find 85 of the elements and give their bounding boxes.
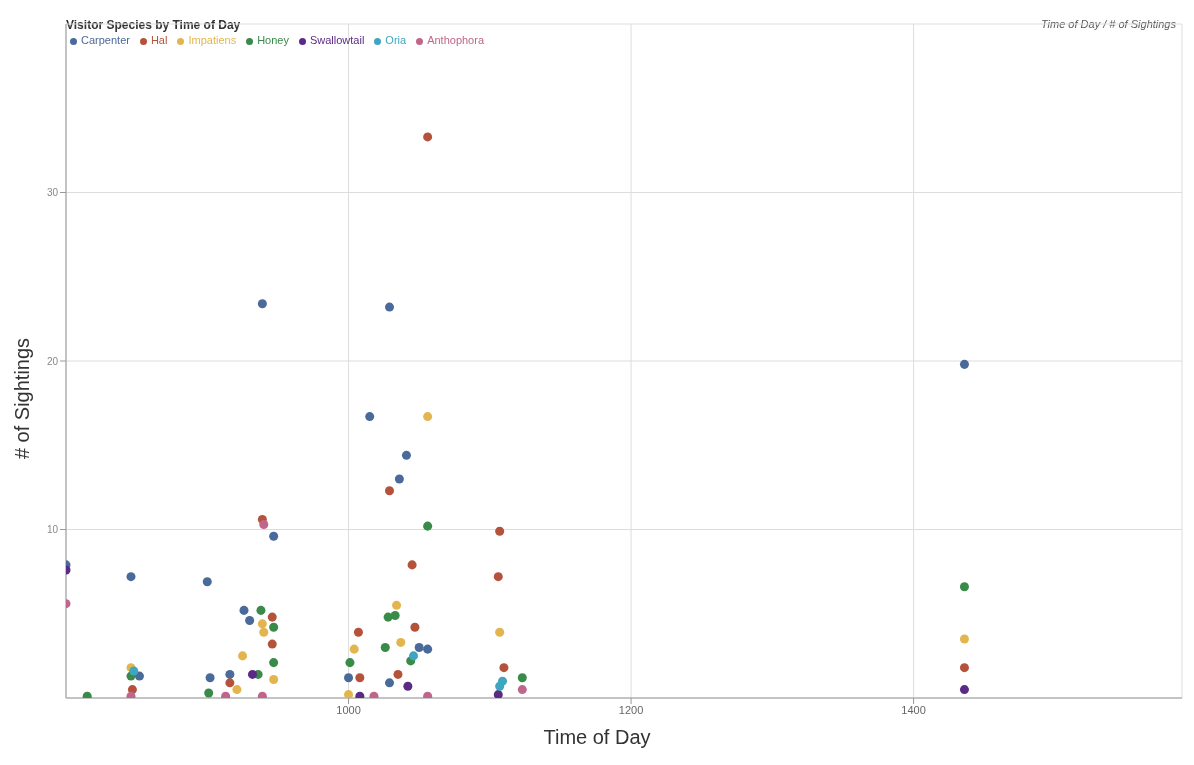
legend-label: Impatiens	[188, 34, 237, 46]
point	[126, 691, 136, 698]
point	[225, 678, 235, 688]
point	[423, 691, 433, 698]
point	[410, 622, 420, 632]
point	[423, 644, 433, 654]
x-axis-title: Time of Day	[542, 726, 652, 749]
point	[423, 521, 433, 531]
point	[384, 302, 395, 312]
chart-title: Visitor Species by Time of Day	[66, 18, 241, 32]
point	[498, 676, 508, 686]
point	[353, 627, 363, 637]
point	[345, 658, 355, 668]
point	[355, 673, 365, 683]
point	[269, 674, 279, 684]
point	[204, 688, 214, 698]
chart-subtitle: Time of Day / # of Sightings	[1040, 18, 1176, 30]
point	[202, 577, 212, 587]
point	[414, 642, 424, 652]
x-tick-label: 1000	[336, 703, 361, 716]
point	[384, 486, 395, 496]
legend-label: Swallowtail	[309, 34, 365, 46]
point	[499, 663, 509, 673]
point	[401, 450, 411, 460]
point	[344, 690, 354, 698]
y-tick-label: 30	[46, 187, 59, 199]
y-tick-label: 10	[46, 524, 59, 536]
point	[225, 669, 235, 679]
point	[259, 627, 269, 637]
point	[247, 669, 257, 679]
point	[403, 681, 413, 691]
legend-label: Oria	[385, 34, 407, 46]
point	[238, 651, 248, 661]
point	[393, 669, 403, 679]
point	[959, 359, 969, 369]
point	[269, 531, 279, 541]
point	[82, 691, 92, 698]
point	[495, 526, 505, 536]
point	[126, 572, 136, 582]
point	[267, 612, 277, 622]
legend-label: Carpenter	[81, 34, 130, 46]
point	[517, 685, 527, 695]
point	[396, 637, 406, 647]
point	[257, 619, 267, 629]
legend-label: Honey	[257, 34, 289, 46]
point	[365, 412, 375, 422]
point	[380, 642, 390, 652]
point	[392, 600, 402, 610]
point	[257, 299, 267, 309]
point	[384, 678, 395, 688]
point	[349, 644, 359, 654]
point	[257, 691, 267, 698]
point	[267, 639, 277, 649]
point	[407, 560, 417, 570]
point	[959, 582, 969, 592]
point	[205, 673, 215, 683]
legend-label: Hal	[150, 34, 168, 46]
point	[344, 673, 354, 683]
point	[423, 412, 433, 422]
point	[517, 673, 527, 683]
legend-label: Anthophora	[427, 34, 485, 46]
point	[221, 691, 231, 698]
point	[269, 622, 279, 632]
point	[269, 658, 279, 668]
point	[493, 690, 503, 698]
point	[245, 615, 255, 625]
point	[256, 605, 266, 615]
point	[390, 610, 400, 620]
point	[259, 519, 269, 529]
point	[959, 685, 969, 695]
y-axis-title: # of Sightings	[11, 337, 35, 459]
point	[423, 132, 433, 142]
point	[239, 605, 249, 615]
x-tick-label: 1200	[618, 703, 644, 716]
y-tick-label: 20	[46, 355, 59, 367]
point	[495, 627, 505, 637]
point	[409, 651, 419, 661]
point	[355, 691, 365, 698]
point	[232, 685, 242, 695]
point	[369, 691, 379, 698]
point	[394, 474, 404, 484]
point	[959, 634, 969, 644]
x-tick-label: 1400	[901, 703, 926, 716]
point	[959, 663, 969, 673]
point	[493, 572, 503, 582]
